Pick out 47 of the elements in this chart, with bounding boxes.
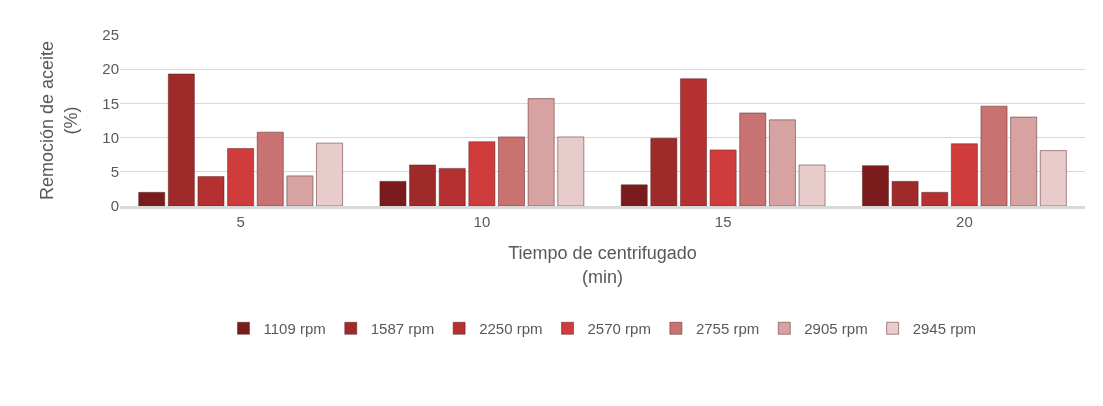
bar [1010, 116, 1037, 206]
bar [168, 73, 195, 206]
y-tick-label: 20 [102, 60, 119, 78]
x-tick-label: 15 [714, 213, 732, 230]
legend-label: 2905 rpm [804, 320, 868, 338]
x-tick-label: 5 [236, 213, 245, 230]
x-axis-title: Tiempo de centrifugado (min) [508, 243, 697, 287]
bar [227, 148, 254, 206]
bar [739, 112, 767, 206]
x-tick-label: 10 [473, 213, 491, 230]
bar [862, 165, 889, 206]
bar [557, 136, 585, 206]
y-tick-label: 5 [110, 163, 119, 181]
bar [256, 131, 284, 206]
bar [409, 164, 436, 206]
legend-label: 2755 rpm [695, 320, 760, 338]
legend-label: 2945 rpm [912, 320, 977, 338]
bar [921, 192, 949, 206]
bar [379, 181, 407, 206]
bar [527, 98, 555, 206]
bar [138, 192, 165, 206]
y-tick-label: 0 [110, 197, 119, 215]
bar [498, 136, 525, 206]
bar [468, 141, 496, 206]
bar [438, 168, 466, 206]
bar [620, 184, 648, 206]
legend-label: 2250 rpm [479, 320, 543, 338]
bar [951, 143, 978, 206]
bar [197, 176, 225, 206]
bar [680, 78, 707, 206]
y-axis-title: Remoción de aceite (%) [37, 40, 81, 201]
y-tick-label: 15 [102, 94, 119, 112]
y-tick-label: 25 [102, 26, 119, 44]
bar [709, 149, 737, 206]
legend-label: 1587 rpm [370, 320, 435, 338]
bar [798, 164, 826, 206]
legend-label: 1109 rpm [263, 320, 326, 338]
legend-label: 2570 rpm [587, 320, 651, 338]
bar [1040, 150, 1067, 206]
bar [769, 119, 796, 206]
bar [650, 138, 678, 206]
bar [316, 142, 343, 206]
bar [891, 181, 919, 206]
bar [980, 105, 1008, 206]
x-tick-label: 20 [956, 213, 973, 230]
bar [286, 175, 314, 206]
y-tick-label: 10 [102, 128, 119, 146]
